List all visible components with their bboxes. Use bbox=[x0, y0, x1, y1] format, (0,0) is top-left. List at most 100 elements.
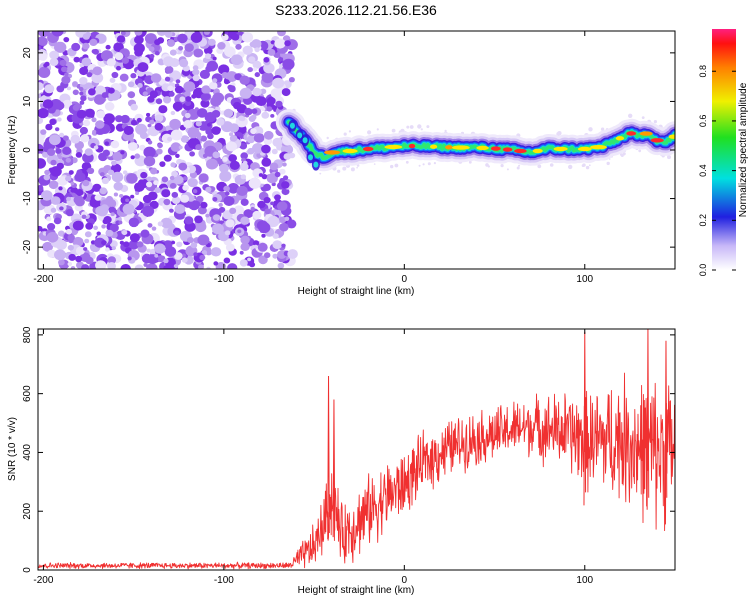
noise-blob bbox=[156, 255, 165, 263]
noise-speck bbox=[427, 162, 431, 166]
noise-blob bbox=[261, 157, 272, 167]
noise-blob bbox=[54, 249, 66, 261]
noise-blob bbox=[205, 213, 210, 218]
x-tick-label: 100 bbox=[576, 575, 593, 586]
noise-blob bbox=[149, 53, 155, 59]
noise-blob bbox=[43, 174, 51, 181]
noise-blob bbox=[91, 49, 97, 54]
noise-blob bbox=[252, 240, 260, 247]
noise-blob bbox=[127, 81, 135, 88]
noise-blob bbox=[65, 175, 72, 182]
noise-blob bbox=[172, 101, 183, 111]
signal-peak bbox=[502, 147, 513, 152]
noise-blob bbox=[75, 189, 84, 196]
noise-speck bbox=[622, 152, 626, 156]
noise-blob bbox=[229, 160, 240, 170]
x-tick-label: -100 bbox=[214, 274, 234, 285]
noise-speck bbox=[641, 116, 645, 119]
noise-blob bbox=[198, 173, 209, 183]
noise-blob bbox=[146, 181, 153, 188]
noise-blob bbox=[206, 266, 211, 269]
signal-peak bbox=[532, 148, 543, 154]
noise-blob bbox=[171, 191, 179, 198]
noise-blob bbox=[50, 207, 57, 213]
y-tick-label: 0 bbox=[22, 147, 33, 153]
noise-blob bbox=[278, 216, 287, 224]
noise-speck bbox=[420, 128, 423, 131]
noise-blob bbox=[38, 66, 51, 78]
noise-blob bbox=[227, 263, 238, 269]
noise-blob bbox=[84, 238, 90, 244]
snr-y-axis: 0 200 400 600 800 bbox=[22, 326, 675, 573]
noise-blob bbox=[202, 153, 208, 158]
noise-blob bbox=[203, 31, 210, 35]
noise-blob bbox=[100, 204, 109, 213]
noise-blob bbox=[224, 230, 231, 236]
noise-blob bbox=[216, 118, 225, 126]
noise-blob bbox=[261, 144, 271, 154]
noise-blob bbox=[240, 242, 250, 251]
noise-blob bbox=[184, 221, 196, 232]
noise-blob bbox=[130, 194, 135, 199]
noise-blob bbox=[178, 46, 184, 51]
signal-peak bbox=[668, 134, 675, 139]
y-tick-label: 400 bbox=[22, 444, 33, 461]
noise-blob bbox=[70, 134, 81, 144]
noise-blob bbox=[126, 173, 138, 184]
noise-blob bbox=[85, 222, 94, 230]
noise-blob bbox=[199, 69, 210, 79]
noise-blob bbox=[221, 72, 229, 79]
noise-blob bbox=[215, 106, 221, 112]
noise-blob bbox=[120, 150, 125, 155]
noise-blob bbox=[169, 182, 177, 189]
noise-blob bbox=[187, 177, 198, 188]
noise-blob bbox=[254, 47, 260, 53]
noise-blob bbox=[44, 169, 50, 175]
noise-blob bbox=[149, 90, 158, 99]
noise-blob bbox=[252, 67, 258, 72]
noise-blob bbox=[82, 42, 90, 50]
noise-blob bbox=[247, 67, 253, 73]
noise-blob bbox=[65, 157, 72, 163]
noise-blob bbox=[109, 77, 116, 83]
noise-blob bbox=[177, 33, 188, 44]
noise-blob bbox=[144, 33, 157, 44]
noise-blob bbox=[158, 105, 168, 114]
noise-speck bbox=[638, 149, 642, 153]
noise-blob bbox=[81, 214, 87, 219]
noise-speck bbox=[337, 169, 341, 173]
noise-blob bbox=[274, 194, 281, 201]
noise-blob bbox=[252, 143, 264, 154]
noise-blob bbox=[119, 73, 129, 82]
noise-blob bbox=[134, 31, 143, 36]
noise-blob bbox=[228, 85, 236, 92]
noise-blob bbox=[194, 107, 199, 111]
noise-blob bbox=[130, 73, 137, 79]
noise-blob bbox=[180, 194, 190, 203]
noise-blob bbox=[94, 237, 106, 248]
noise-blob bbox=[171, 196, 181, 205]
noise-speck bbox=[588, 164, 591, 167]
noise-blob bbox=[120, 264, 131, 269]
noise-blob bbox=[191, 94, 197, 99]
noise-blob bbox=[59, 59, 67, 67]
noise-blob bbox=[38, 36, 48, 46]
noise-blob bbox=[113, 181, 124, 191]
noise-blob bbox=[38, 117, 44, 124]
noise-blob bbox=[253, 244, 258, 249]
noise-blob bbox=[240, 198, 249, 206]
y-tick-label: 10 bbox=[22, 95, 33, 107]
noise-blob bbox=[198, 264, 204, 269]
noise-blob bbox=[164, 65, 174, 74]
noise-blob bbox=[190, 242, 198, 249]
noise-blob bbox=[128, 240, 139, 250]
noise-speck bbox=[348, 130, 351, 133]
noise-blob bbox=[113, 192, 118, 197]
noise-blob bbox=[142, 91, 148, 97]
noise-speck bbox=[390, 164, 394, 169]
noise-blob bbox=[264, 252, 271, 259]
noise-blob bbox=[248, 56, 256, 63]
noise-blob bbox=[65, 208, 74, 217]
noise-blob bbox=[162, 56, 175, 67]
